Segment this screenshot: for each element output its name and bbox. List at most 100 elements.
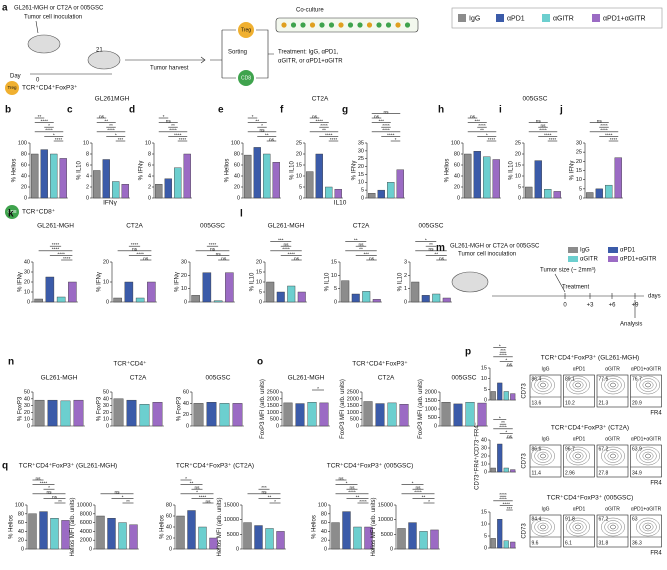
significance-label: * [185, 476, 187, 482]
flow-plot [630, 444, 662, 478]
group-title: IL10 [334, 200, 347, 207]
y-tick-label: 15 [331, 259, 337, 265]
y-tick-label: 0 [457, 195, 460, 201]
y-tick-label: 10 [256, 279, 262, 285]
y-tick-label: 0 [27, 423, 30, 429]
panel-label: q [2, 461, 8, 472]
quadrant-value: 34.9 [632, 470, 642, 476]
significance-label: * [252, 114, 254, 120]
quadrant-value: 67.2 [599, 446, 609, 452]
group-title: TCR⁺CD4⁺FoxP3⁺ (005GSC) [327, 463, 414, 470]
y-tick-label: 0 [356, 423, 359, 429]
y-axis-label: % IFNγ [138, 161, 144, 181]
bar [490, 391, 496, 401]
mouse [451, 271, 489, 293]
significance-label: ns [205, 500, 211, 505]
y-tick-label: 100 [15, 502, 24, 508]
y-tick-label: 0 [484, 397, 487, 403]
cell-dot [385, 22, 392, 28]
y-tick-label: 5 [518, 184, 521, 190]
bar [464, 153, 472, 199]
y-tick-label: 0 [184, 299, 187, 305]
cell-dot [366, 22, 373, 28]
y-tick-label: 20 [358, 164, 364, 170]
y-tick-label: 30 [481, 445, 487, 451]
legend-label: αPD1 [620, 248, 636, 254]
group-title: IFNγ [103, 200, 117, 207]
contour [572, 380, 584, 390]
contour [607, 522, 619, 532]
bar [276, 531, 285, 550]
significance-label: **** [499, 492, 507, 498]
label: Treg [241, 27, 251, 33]
bar [155, 184, 163, 199]
mouse [87, 50, 121, 70]
y-tick-label: 2000 [80, 538, 92, 544]
quadrant-value: 10.2 [565, 400, 575, 406]
y-tick-label: 10 [515, 173, 521, 179]
label: Treatment: IgG, αPD1, [278, 50, 339, 56]
y-tick-label: 2 [148, 184, 151, 190]
contour [531, 517, 555, 537]
label: Analysis [620, 322, 642, 328]
significance-label: **** [414, 490, 422, 496]
y-tick-label: 10 [103, 279, 109, 285]
bar [209, 537, 218, 550]
panel-label: c [67, 105, 73, 116]
contour [575, 524, 581, 530]
bar [135, 297, 145, 303]
bar [503, 391, 509, 401]
day-label: +9 [632, 303, 640, 309]
significance-label: *** [118, 137, 124, 143]
y-tick-label: 5 [484, 533, 487, 539]
contour [566, 446, 590, 466]
significance-label: **** [330, 137, 338, 143]
significance-label: **** [382, 123, 390, 129]
significance-label: ns [269, 138, 275, 143]
contour [537, 380, 549, 390]
y-tick-label: 1000 [347, 410, 359, 416]
y-tick-label: 10 [296, 173, 302, 179]
chart-title: 005GSC [200, 223, 225, 230]
y-tick-label: 1 [404, 286, 407, 292]
contour [537, 522, 549, 532]
significance-label: ** [434, 251, 438, 257]
panel-label: m [436, 243, 445, 254]
significance-label: ns [383, 110, 389, 115]
y-tick-label: 30 [576, 140, 582, 146]
significance-label: * [412, 480, 414, 486]
significance-label: **** [488, 137, 496, 143]
significance-label: **** [209, 242, 217, 248]
cell-dot [338, 22, 344, 28]
y-tick-label: 2 [86, 184, 89, 190]
significance-label: ** [58, 499, 62, 505]
chart-title: GL261-MGH [288, 375, 325, 382]
significance-label: ** [265, 132, 269, 138]
significance-label: * [317, 386, 319, 392]
bar [129, 524, 138, 550]
bar [377, 189, 385, 199]
y-tick-label: 2500 [347, 389, 359, 395]
significance-label: **** [52, 247, 60, 253]
legend-label: αPD1 [507, 15, 525, 22]
y-tick-label: 8 [148, 151, 151, 157]
significance-label: ns [259, 129, 265, 134]
significance-label: ns [52, 495, 58, 500]
y-tick-label: 5000 [381, 532, 393, 538]
cell-dot [376, 22, 382, 28]
y-tick-label: 10 [24, 289, 30, 295]
day-label: 0 [563, 303, 567, 309]
treg-icon [5, 81, 19, 95]
cd8-icon [5, 205, 19, 219]
y-tick-label: 80 [166, 502, 172, 508]
significance-label: **** [600, 128, 608, 134]
significance-label: ns [221, 257, 227, 262]
bar [243, 522, 252, 550]
y-axis-label: % IFNγ [174, 272, 180, 292]
bar [411, 281, 420, 303]
significance-label: **** [549, 137, 557, 143]
bar [276, 291, 285, 303]
y-tick-label: 10000 [378, 517, 393, 523]
bar [232, 403, 243, 427]
bar [34, 399, 45, 427]
